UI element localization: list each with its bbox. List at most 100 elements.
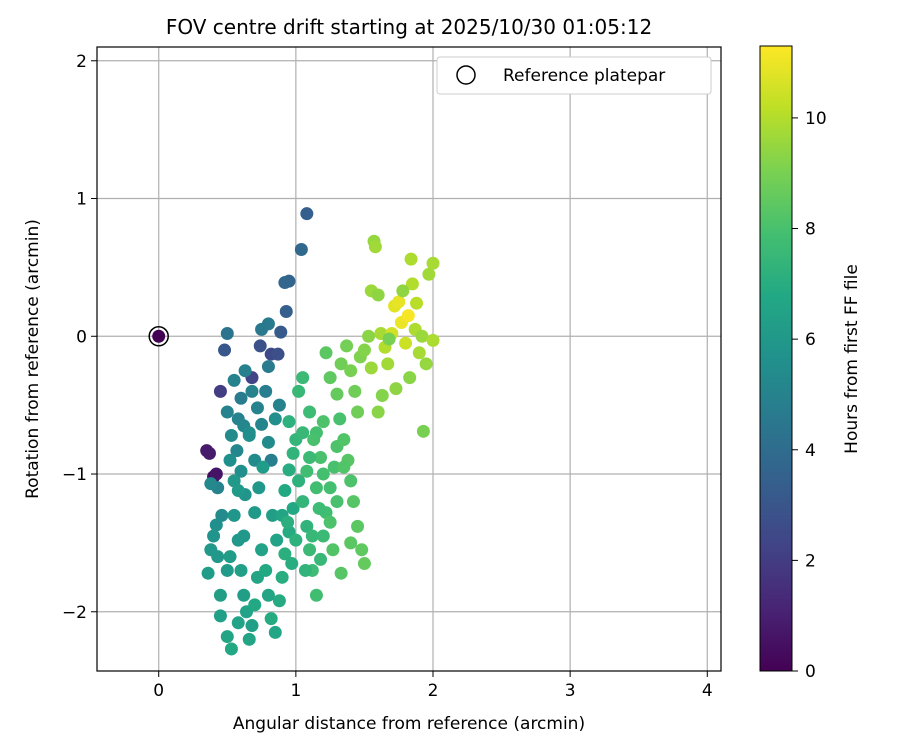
legend: Reference platepar [436,56,712,95]
data-point [278,547,292,561]
data-point [213,588,227,602]
data-point [399,336,413,350]
data-point [340,339,354,353]
data-point [344,474,358,488]
data-point [259,563,273,577]
reference-ring [148,326,169,347]
data-point [334,566,348,580]
data-point [245,384,259,398]
data-point [261,588,275,602]
data-point [300,464,314,478]
data-point [351,519,365,533]
y-tick-label: 2 [76,52,87,72]
data-point [357,557,371,571]
data-point [326,543,340,557]
data-point [204,477,218,491]
data-point [309,588,323,602]
data-point [255,417,269,431]
data-point [330,387,344,401]
data-point [211,550,225,564]
legend-box [436,56,712,95]
data-point [213,384,227,398]
data-point [230,444,244,458]
x-tick-label: 0 [153,681,164,701]
data-point [371,288,385,302]
colorbar-gradient [759,45,793,672]
x-axis-label: Angular distance from reference (arcmin) [233,714,585,734]
data-point [278,276,292,290]
data-point [286,446,300,460]
data-point [223,453,237,467]
data-point [303,405,317,419]
data-point [412,346,426,360]
data-point [213,609,227,623]
data-point [271,347,285,361]
data-point [344,364,358,378]
data-point [292,384,306,398]
data-point [220,405,234,419]
colorbar-tick-label: 2 [805,551,816,571]
data-point [314,450,328,464]
data-point [220,327,234,341]
data-point [303,450,317,464]
data-point [261,435,275,449]
data-point [368,240,382,254]
data-point [201,566,215,580]
data-point [279,304,293,318]
data-point [209,518,223,532]
data-point [252,481,266,495]
data-point [337,460,351,474]
data-point [296,495,310,509]
data-point [403,371,417,385]
data-point [419,357,433,371]
data-points [200,207,440,656]
data-point [227,373,241,387]
data-point [286,501,300,515]
reference-point [152,329,166,343]
data-point [202,446,216,460]
data-point [282,463,296,477]
y-tick-label: −1 [62,465,87,485]
data-point [426,333,440,347]
data-point [234,563,248,577]
data-point [250,401,264,415]
data-point [231,616,245,630]
data-point [298,563,312,577]
data-point [255,322,269,336]
data-point [281,515,295,529]
data-point [426,256,440,270]
data-point [303,543,317,557]
chart-title: FOV centre drift starting at 2025/10/30 … [166,15,652,39]
data-point [296,426,310,440]
data-point [223,550,237,564]
data-point [316,467,330,481]
data-point [333,412,347,426]
y-axis-ticks: −2 −1 0 1 2 [62,52,97,623]
x-tick-label: 3 [565,681,576,701]
data-point [392,295,406,309]
colorbar-tick-label: 4 [805,441,816,461]
data-point [274,325,288,339]
colorbar-tick-label: 8 [805,220,816,240]
data-point [416,424,430,438]
data-point [256,460,270,474]
data-point [357,343,371,357]
data-point [422,267,436,281]
data-point [371,405,385,419]
data-point [355,543,369,557]
data-point [323,371,337,385]
data-point [294,242,308,256]
data-point [381,357,395,371]
data-point [316,529,330,543]
data-point [334,357,348,371]
data-point [272,594,286,608]
data-point [224,428,238,442]
data-point [207,529,221,543]
data-point [344,536,358,550]
data-point [253,339,267,353]
data-point [337,433,351,447]
data-point [264,612,278,626]
data-point [410,296,424,310]
reference-marker [148,326,169,347]
data-point [362,329,376,343]
